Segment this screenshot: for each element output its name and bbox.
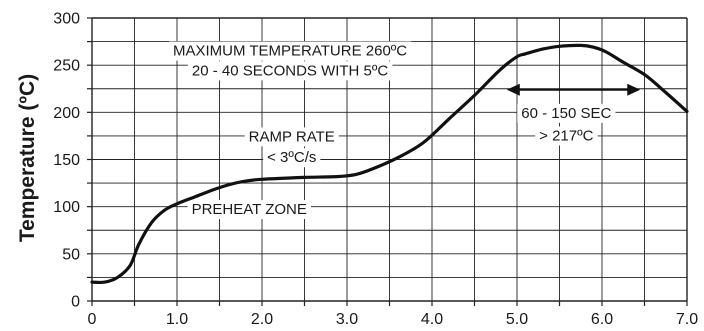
x-tick-label: 2.0: [251, 311, 273, 328]
y-tick-label: 0: [71, 294, 80, 311]
y-axis-label: Temperature (ºC): [16, 74, 39, 242]
x-tick-label: 6.0: [591, 311, 613, 328]
annotation-text: 20 - 40 SECONDS WITH 5ºC: [192, 62, 389, 79]
annotation-text: > 217ºC: [539, 127, 593, 144]
temperature-curve: [90, 43, 689, 285]
curve-layer: [90, 43, 689, 285]
y-tick-label: 100: [53, 199, 80, 216]
annotation-text: RAMP RATE: [249, 128, 335, 145]
y-tick-label: 250: [53, 58, 80, 75]
annotation-text: PREHEAT ZONE: [192, 201, 307, 218]
x-tick-label: 0: [88, 311, 97, 328]
annotation-text: 60 - 150 SEC: [521, 105, 611, 122]
annotation-background: [535, 126, 598, 146]
annotation-background: [517, 103, 616, 123]
annotation-background: [187, 200, 311, 220]
y-tick-label: 300: [53, 11, 80, 28]
tick-labels: 0 1.0 2.0 3.0 4.0 5.0 6.0 7.0 0 50 100 150 200 250 300: [53, 11, 698, 329]
span-arrow-layer: [506, 83, 641, 96]
y-tick-label: 150: [53, 152, 80, 169]
annotation-background: [244, 127, 339, 147]
x-tick-label: 1.0: [166, 311, 188, 328]
y-tick-label: 200: [53, 105, 80, 122]
annotation-background: [168, 41, 412, 61]
span-arrow-head-right: [627, 83, 641, 96]
span-arrow-head-left: [506, 83, 520, 96]
annotation-background: [187, 61, 393, 81]
annotation-layer: MAXIMUM TEMPERATURE 260ºC 20 - 40 SECONDS…: [173, 43, 612, 218]
x-tick-label: 4.0: [421, 311, 443, 328]
annotation-background: [263, 148, 321, 168]
x-tick-label: 7.0: [676, 311, 698, 328]
x-tick-label: 5.0: [506, 311, 528, 328]
annotation-text: MAXIMUM TEMPERATURE 260ºC: [173, 43, 407, 60]
annotation-backgrounds: [168, 41, 616, 220]
annotation-text: < 3ºC/s: [267, 149, 316, 166]
x-tick-label: 3.0: [336, 311, 358, 328]
y-tick-label: 50: [62, 246, 80, 263]
